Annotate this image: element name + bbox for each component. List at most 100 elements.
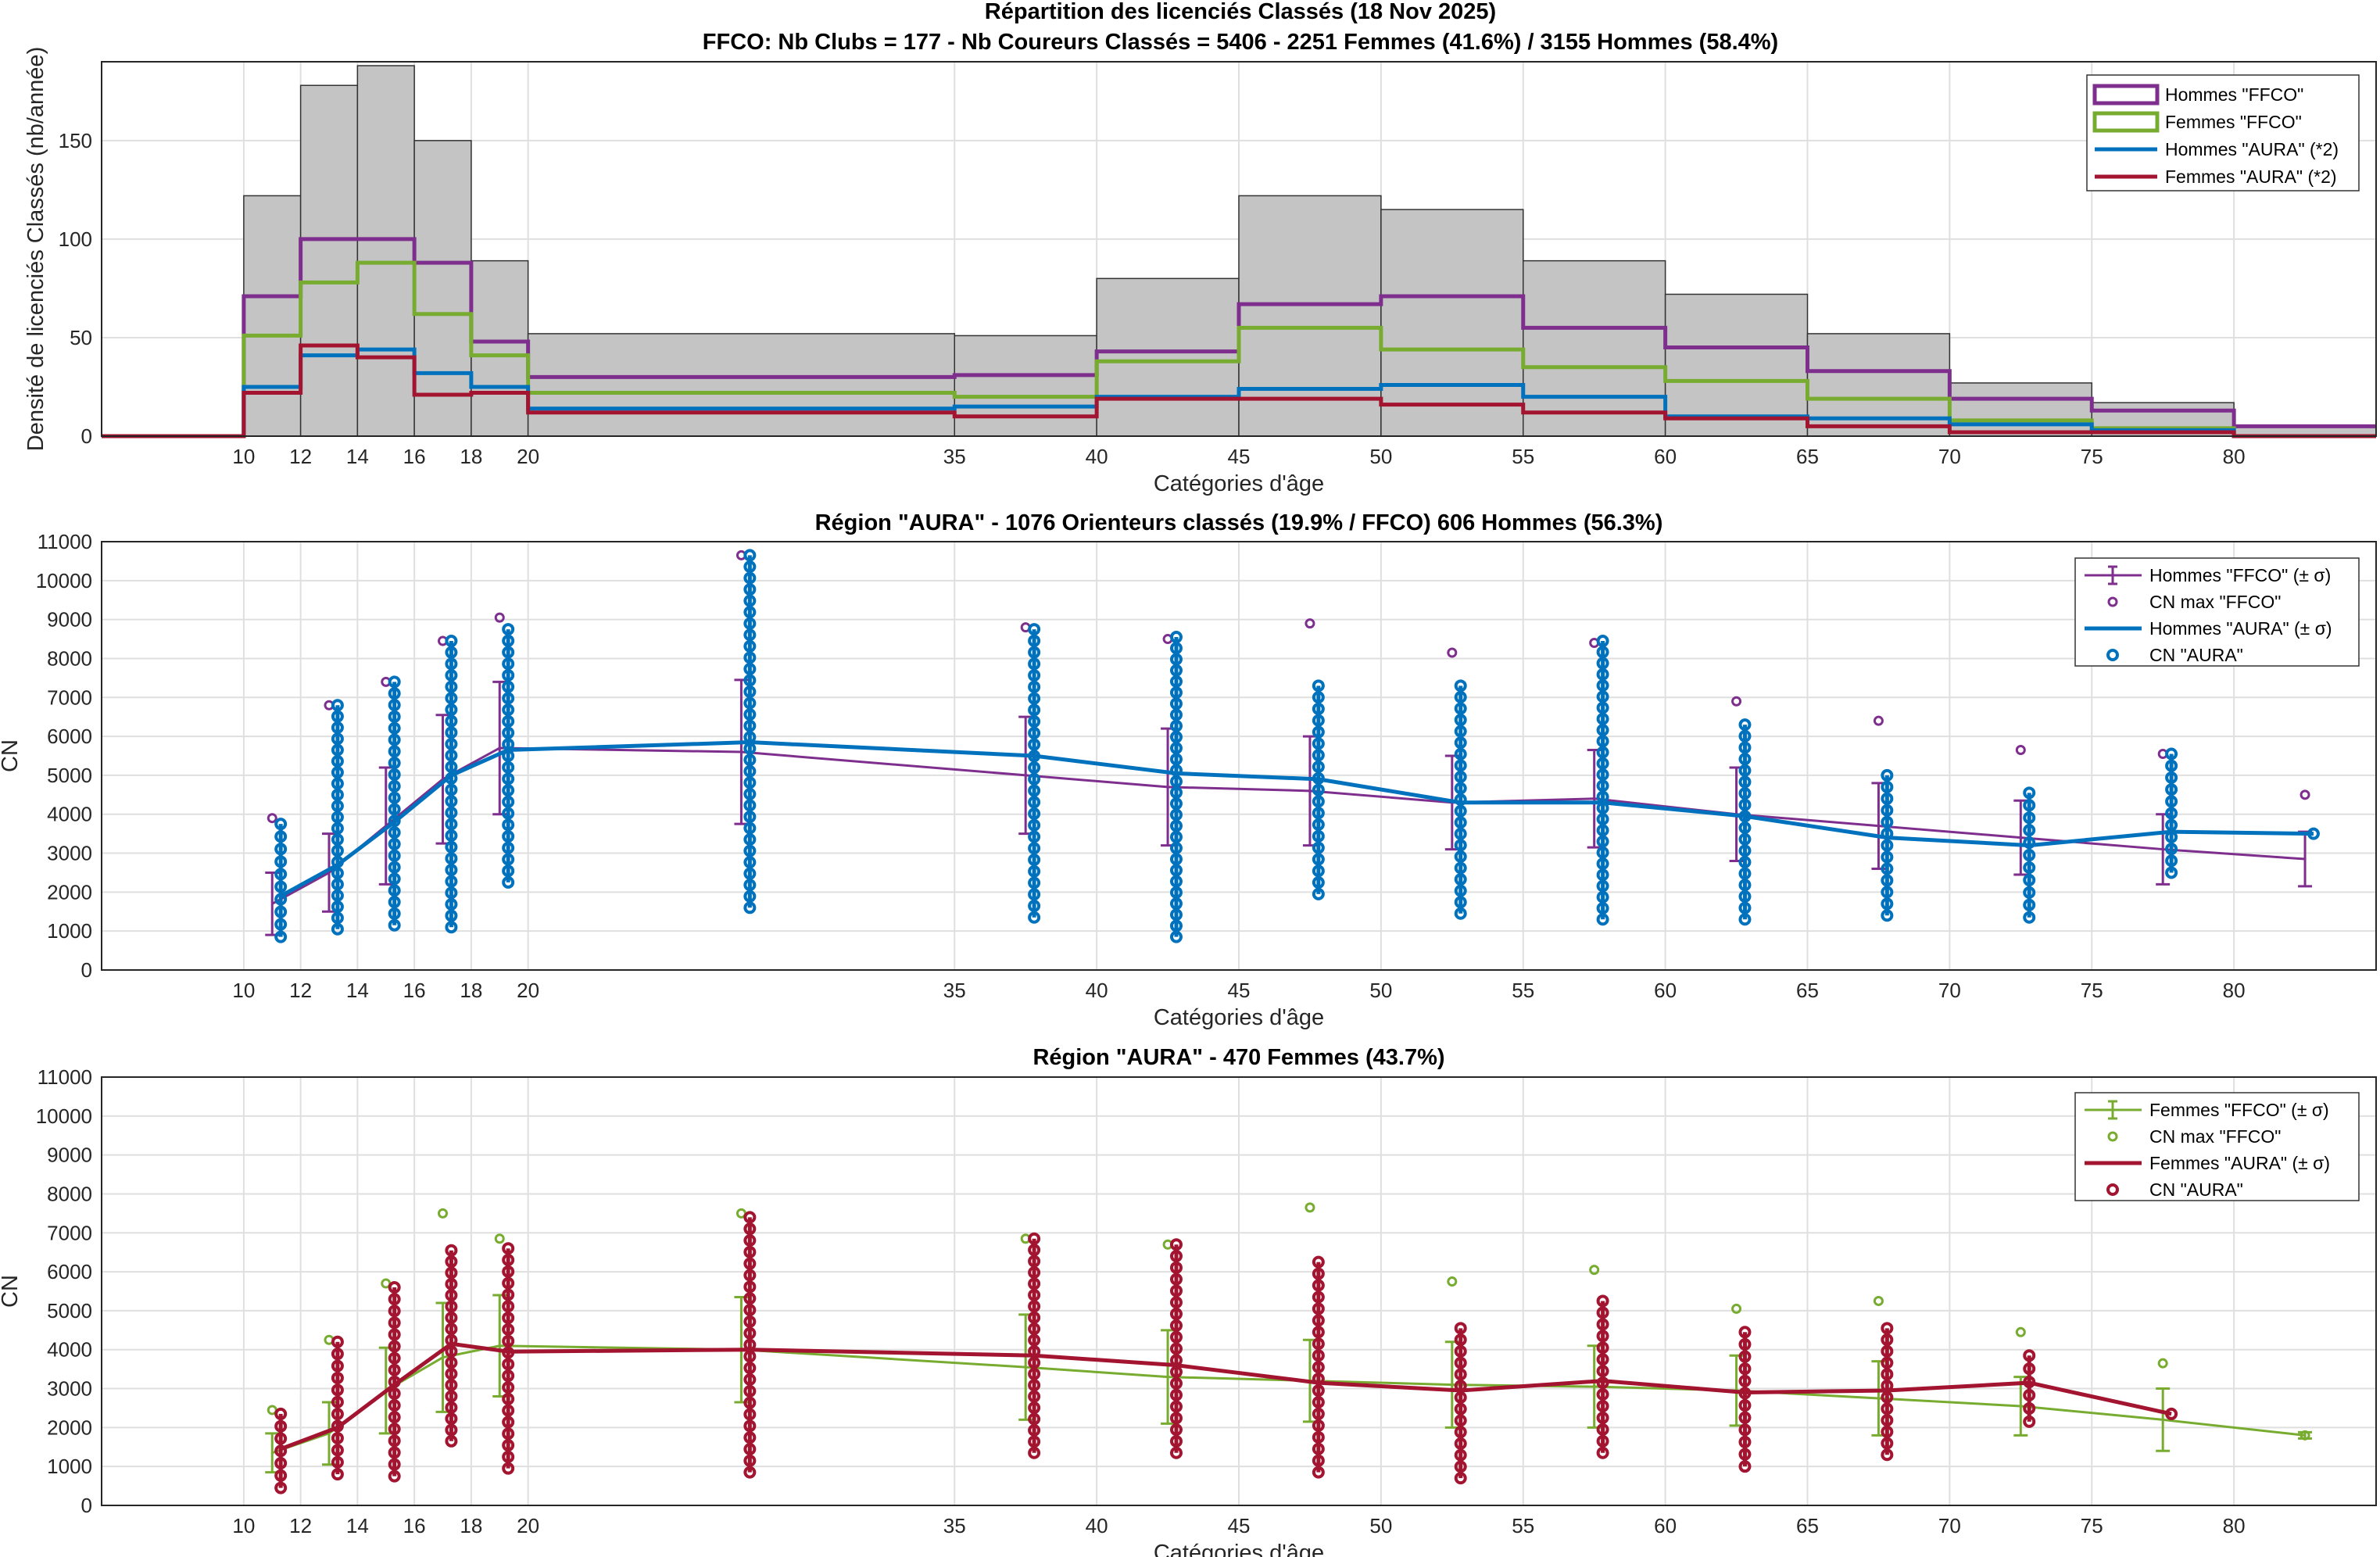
- aura-cn-marker: [445, 635, 458, 648]
- aura-cn-marker: [1596, 1411, 1609, 1424]
- aura-cn-marker: [502, 1392, 515, 1405]
- aura-cn-marker: [1738, 855, 1752, 868]
- aura-cn-marker: [1028, 669, 1041, 682]
- aura-cn-marker: [331, 922, 344, 936]
- ffco-cn-max-marker: [1447, 647, 1458, 658]
- aura-cn-marker: [1881, 768, 1894, 782]
- aura-cn-marker: [445, 1379, 458, 1392]
- x-tick-label: 20: [517, 1514, 539, 1537]
- aura-cn-marker: [1596, 668, 1609, 681]
- aura-cn-marker: [1738, 901, 1752, 915]
- aura-cn-marker: [502, 1450, 515, 1463]
- x-tick-label: 80: [2223, 1514, 2246, 1537]
- aura-cn-marker: [1881, 874, 1894, 887]
- aura-cn-marker: [1738, 832, 1752, 846]
- aura-cn-marker: [445, 806, 458, 819]
- aura-cn-marker: [388, 675, 401, 689]
- aura-cn-marker: [2023, 898, 2036, 911]
- aura-cn-marker: [1738, 741, 1752, 754]
- aura-cn-marker: [1028, 1323, 1041, 1336]
- aura-cn-marker: [1738, 729, 1752, 743]
- axes-box: [101, 61, 2377, 437]
- aura-cn-marker: [502, 634, 515, 647]
- aura-cn-marker: [1454, 690, 1467, 703]
- aura-cn-marker: [331, 878, 344, 891]
- x-tick-label: 20: [517, 445, 539, 468]
- aura-cn-marker: [1169, 1261, 1183, 1274]
- aura-cn-marker: [445, 1255, 458, 1269]
- aura-cn-marker: [331, 699, 344, 712]
- aura-cn-marker: [388, 710, 401, 723]
- aura-cn-marker: [445, 783, 458, 796]
- aura-cn-marker: [388, 1399, 401, 1412]
- series-line: [102, 260, 2376, 438]
- aura-cn-marker: [2023, 811, 2036, 825]
- aura-cn-marker: [1028, 1255, 1041, 1268]
- aura-cn-marker: [1312, 876, 1325, 889]
- aura-cn-marker: [1596, 835, 1609, 848]
- aura-cn-marker: [743, 844, 757, 857]
- aura-cn-marker: [1169, 775, 1183, 788]
- figure-title-line2: FFCO: Nb Clubs = 177 - Nb Coureurs Class…: [703, 30, 1778, 55]
- ffco-cn-max-marker: [1731, 696, 1742, 707]
- aura-cn-marker: [1454, 759, 1467, 772]
- y-tick-label: 100: [59, 227, 92, 251]
- chart-panel-hommes: 10 12 14 16 18 20 35 40 45 50 55 60 65 70 75 80 0 1000 200…: [0, 510, 2377, 1030]
- density-bar: [356, 65, 415, 437]
- aura-cn-marker: [1596, 879, 1609, 893]
- aura-cn-marker: [331, 1455, 344, 1469]
- aura-cn-marker: [1312, 1466, 1325, 1479]
- aura-cn-marker: [743, 1234, 757, 1247]
- aura-cn-marker: [1028, 864, 1041, 878]
- aura-cn-marker: [388, 849, 401, 862]
- aura-cn-marker: [1312, 795, 1325, 808]
- density-bar: [1096, 277, 1240, 437]
- ffco-cn-max-marker: [1589, 1265, 1600, 1276]
- y-tick-label: 5000: [47, 764, 92, 787]
- aura-cn-marker: [2023, 1362, 2036, 1376]
- aura-cn-marker: [1028, 1412, 1041, 1426]
- axes-box: [101, 541, 2377, 971]
- aura-cn-marker: [1028, 888, 1041, 901]
- aura-cn-marker: [445, 761, 458, 774]
- aura-cn-marker: [2165, 783, 2178, 796]
- y-tick-label: 3000: [47, 842, 92, 865]
- aura-cn-marker: [1028, 772, 1041, 786]
- aura-cn-marker: [1312, 749, 1325, 762]
- y-tick-label: 8000: [47, 646, 92, 670]
- aura-cn-marker: [743, 696, 757, 710]
- aura-cn-marker: [1028, 738, 1041, 751]
- legend-swatch: [2107, 596, 2118, 607]
- aura-cn-marker: [388, 1328, 401, 1341]
- aura-cn-marker: [1028, 1232, 1041, 1245]
- aura-cn-marker: [1738, 1423, 1752, 1437]
- aura-cn-marker: [743, 1222, 757, 1236]
- aura-cn-marker: [388, 745, 401, 758]
- y-tick-label: 6000: [47, 1260, 92, 1283]
- aura-cn-marker: [1028, 1333, 1041, 1347]
- aura-cn-marker: [502, 703, 515, 717]
- aura-cn-marker: [743, 708, 757, 721]
- aura-cn-marker: [743, 719, 757, 732]
- density-bar: [1806, 333, 1951, 437]
- aura-cn-marker: [274, 1444, 288, 1458]
- aura-cn-marker: [2023, 1401, 2036, 1415]
- aura-cn-marker: [1312, 829, 1325, 843]
- x-tick-label: 10: [232, 979, 255, 1002]
- x-tick-label: 45: [1228, 1514, 1251, 1537]
- aura-cn-marker: [388, 1293, 401, 1306]
- legend-label: CN max "FFCO": [2149, 1126, 2281, 1147]
- aura-cn-marker: [445, 1356, 458, 1369]
- aura-cn-marker: [1596, 768, 1609, 782]
- x-tick-label: 12: [289, 1514, 312, 1537]
- aura-cn-marker: [1028, 692, 1041, 705]
- aura-cn-marker: [1312, 841, 1325, 854]
- aura-cn-marker: [1596, 868, 1609, 882]
- aura-cn-marker: [445, 737, 458, 750]
- ffco-cn-max-marker: [2157, 1358, 2168, 1369]
- aura-cn-marker: [1028, 761, 1041, 775]
- aura-cn-marker: [1454, 736, 1467, 750]
- legend-swatch: [2106, 649, 2119, 661]
- aura-cn-marker: [502, 807, 515, 820]
- aura-cn-marker: [2023, 1349, 2036, 1362]
